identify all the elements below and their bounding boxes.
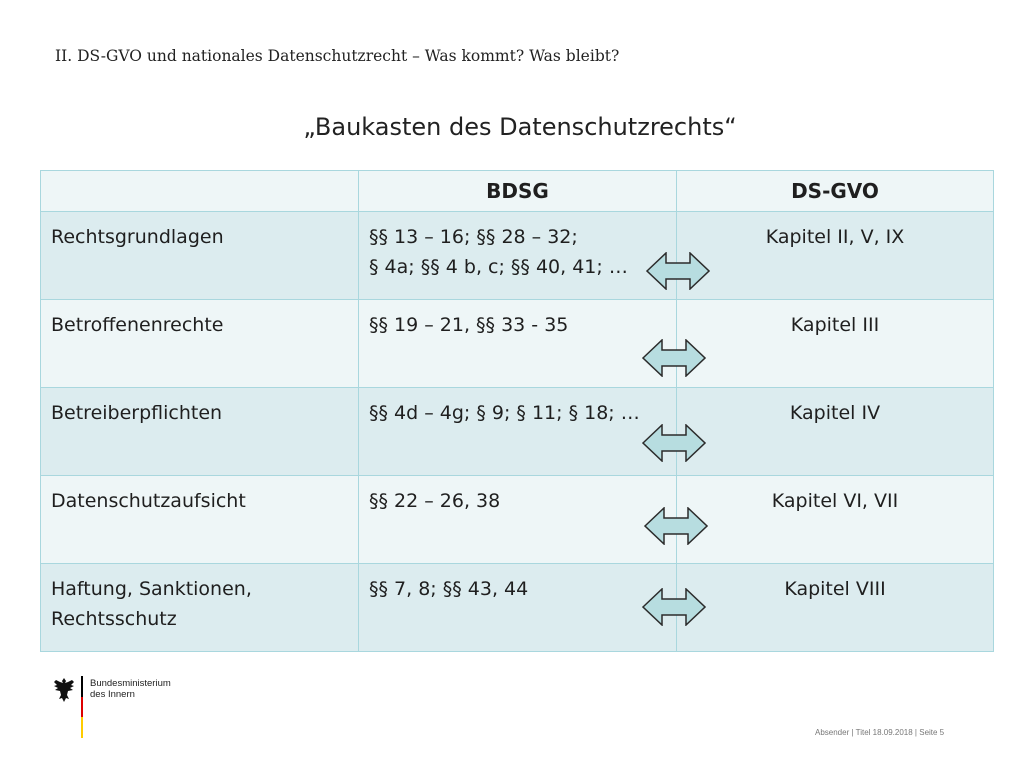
dsgvo-text: Kapitel IV xyxy=(789,402,881,424)
section-title: II. DS-GVO und nationales Datenschutzrec… xyxy=(55,47,620,65)
topic-text: Rechtsschutz xyxy=(51,608,177,630)
ministry-line: Bundesministerium xyxy=(90,678,171,689)
topic-text: Betroffenenrechte xyxy=(51,314,224,336)
bdsg-text: § 4a; §§ 4 b, c; §§ 40, 41; … xyxy=(369,256,628,278)
topic-text: Haftung, Sanktionen, xyxy=(51,578,252,600)
table-row: Betroffenenrechte §§ 19 – 21, §§ 33 - 35… xyxy=(40,299,994,388)
topic-cell: Datenschutzaufsicht xyxy=(40,475,359,564)
bdsg-text: §§ 19 – 21, §§ 33 - 35 xyxy=(369,314,569,336)
header-cell-empty xyxy=(40,170,359,212)
double-headed-arrow-icon xyxy=(642,424,706,462)
table-header-row: BDSG DS-GVO xyxy=(40,170,994,212)
footer-meta: Absender | Titel 18.09.2018 | Seite 5 xyxy=(815,728,945,737)
topic-text: Betreiberpflichten xyxy=(51,402,223,424)
comparison-table: BDSG DS-GVO Rechtsgrundlagen §§ 13 – 16;… xyxy=(40,170,994,652)
bdsg-cell: §§ 19 – 21, §§ 33 - 35 xyxy=(358,299,677,388)
dsgvo-text: Kapitel VI, VII xyxy=(771,490,899,512)
ministry-line: des Innern xyxy=(90,689,135,700)
topic-cell: Rechtsgrundlagen xyxy=(40,211,359,300)
double-headed-arrow-icon xyxy=(644,507,708,545)
dsgvo-text: Kapitel II, V, IX xyxy=(765,226,905,248)
double-headed-arrow-icon xyxy=(642,588,706,626)
bdsg-cell: §§ 4d – 4g; § 9; § 11; § 18; … xyxy=(358,387,677,476)
table-row: Haftung, Sanktionen, Rechtsschutz §§ 7, … xyxy=(40,563,994,652)
topic-cell: Haftung, Sanktionen, Rechtsschutz xyxy=(40,563,359,652)
flag-stripe xyxy=(81,676,83,738)
dsgvo-cell: Kapitel II, V, IX xyxy=(676,211,994,300)
double-headed-arrow-icon xyxy=(642,339,706,377)
topic-text: Rechtsgrundlagen xyxy=(51,226,224,248)
bdsg-cell: §§ 7, 8; §§ 43, 44 xyxy=(358,563,677,652)
dsgvo-cell: Kapitel VI, VII xyxy=(676,475,994,564)
dsgvo-cell: Kapitel IV xyxy=(676,387,994,476)
table-row: Rechtsgrundlagen §§ 13 – 16; §§ 28 – 32;… xyxy=(40,211,994,300)
topic-cell: Betreiberpflichten xyxy=(40,387,359,476)
dsgvo-cell: Kapitel III xyxy=(676,299,994,388)
dsgvo-cell: Kapitel VIII xyxy=(676,563,994,652)
table-row: Datenschutzaufsicht §§ 22 – 26, 38 Kapit… xyxy=(40,475,994,564)
dsgvo-text: Kapitel VIII xyxy=(784,578,886,600)
bdsg-text: §§ 13 – 16; §§ 28 – 32; xyxy=(369,226,578,248)
dsgvo-text: Kapitel III xyxy=(790,314,880,336)
ministry-name: Bundesministerium des Innern xyxy=(90,678,171,700)
bdsg-text: §§ 7, 8; §§ 43, 44 xyxy=(369,578,529,600)
topic-text: Datenschutzaufsicht xyxy=(51,490,246,512)
double-headed-arrow-icon xyxy=(646,252,710,290)
header-cell-bdsg: BDSG xyxy=(358,170,677,212)
header-cell-dsgvo: DS-GVO xyxy=(676,170,994,212)
bdsg-cell: §§ 22 – 26, 38 xyxy=(358,475,677,564)
table-row: Betreiberpflichten §§ 4d – 4g; § 9; § 11… xyxy=(40,387,994,476)
bdsg-cell: §§ 13 – 16; §§ 28 – 32; § 4a; §§ 4 b, c;… xyxy=(358,211,677,300)
bdsg-text: §§ 4d – 4g; § 9; § 11; § 18; … xyxy=(369,402,640,424)
slide-title: „Baukasten des Datenschutzrechts“ xyxy=(303,113,737,141)
federal-eagle-icon xyxy=(54,678,74,702)
topic-cell: Betroffenenrechte xyxy=(40,299,359,388)
bdsg-text: §§ 22 – 26, 38 xyxy=(369,490,501,512)
